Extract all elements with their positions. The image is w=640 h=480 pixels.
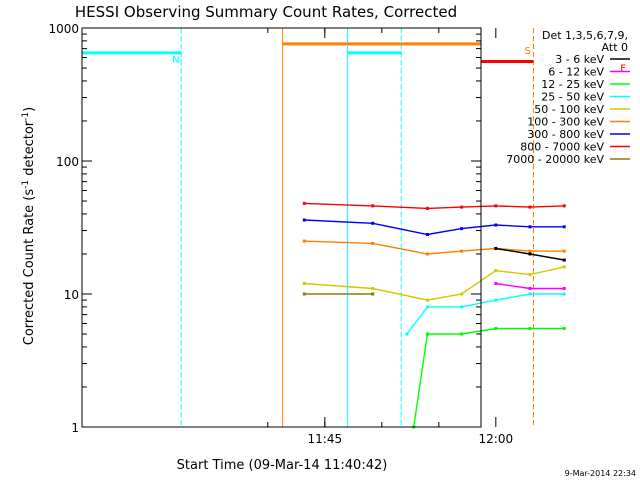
y-axis-label-sup1: -1 — [21, 180, 31, 189]
legend-label-1: 6 - 12 keV — [548, 66, 604, 79]
series-4-segment-0 — [406, 293, 565, 335]
y-axis: 1 10 100 1000 — [48, 22, 481, 435]
y-tick-label-3: 1000 — [48, 22, 79, 36]
flag-bar-label-2: S — [524, 46, 530, 57]
series-3-point-0-1 — [371, 286, 375, 290]
series-5-point-0-5 — [562, 327, 566, 331]
series-0-point-0-2 — [425, 206, 429, 210]
x-axis-label: Start Time (09-Mar-14 11:40:42) — [177, 458, 388, 473]
series-2-point-0-3 — [460, 249, 464, 253]
series-3-point-0-6 — [562, 265, 566, 269]
series-layer — [302, 201, 566, 429]
y-tick-label-1: 10 — [64, 288, 79, 302]
series-4-point-0-3 — [494, 298, 498, 302]
series-2-point-0-6 — [562, 249, 566, 253]
series-1-point-0-0 — [302, 218, 306, 222]
series-2-point-0-2 — [425, 252, 429, 256]
series-3-point-0-0 — [302, 281, 306, 285]
legend-label-5: 100 - 300 keV — [527, 116, 604, 129]
series-8-point-0-0 — [302, 292, 306, 296]
series-6-point-0-2 — [562, 286, 566, 290]
series-5-point-0-1 — [425, 332, 429, 336]
flag-bar-label-3: F — [620, 63, 626, 74]
y-axis-label-sup2: -1 — [21, 112, 31, 121]
series-4-point-0-1 — [425, 305, 429, 309]
series-3-point-0-3 — [460, 292, 464, 296]
series-1-point-0-4 — [494, 223, 498, 227]
vertical-marker-lines — [180, 28, 534, 427]
legend-label-7: 800 - 7000 keV — [520, 141, 604, 154]
series-1-point-0-6 — [562, 225, 566, 229]
y-tick-label-0: 1 — [71, 421, 79, 435]
series-1-point-0-5 — [528, 225, 532, 229]
series-4-point-0-5 — [562, 292, 566, 296]
series-0-segment-0 — [304, 202, 565, 210]
series-5-point-0-3 — [494, 327, 498, 331]
series-7-point-0-2 — [562, 258, 566, 262]
flag-bar-label-0: N — [172, 55, 179, 66]
series-0-point-0-1 — [371, 204, 375, 208]
series-2-point-0-5 — [528, 249, 532, 253]
series-8-point-0-1 — [371, 292, 375, 296]
series-3-point-0-2 — [425, 298, 429, 302]
x-tick-label-1: 12:00 — [479, 432, 514, 446]
y-tick-label-2: 100 — [56, 155, 79, 169]
y-axis-label-part2: detector — [22, 120, 37, 180]
series-7-point-0-0 — [494, 246, 498, 250]
series-7-point-0-1 — [528, 252, 532, 256]
legend-label-2: 12 - 25 keV — [541, 78, 604, 91]
series-0-point-0-5 — [528, 205, 532, 209]
y-axis-label: Corrected Count Rate (s-1 detector-1) — [21, 107, 37, 345]
series-2-point-0-1 — [371, 241, 375, 245]
timestamp: 9-Mar-2014 22:34 — [565, 469, 636, 478]
series-6-point-0-1 — [528, 286, 532, 290]
series-0-point-0-4 — [494, 204, 498, 208]
series-4-point-0-4 — [528, 292, 532, 296]
series-2-point-0-0 — [302, 239, 306, 243]
series-0-point-0-3 — [460, 205, 464, 209]
series-6-point-0-0 — [494, 281, 498, 285]
chart-title: HESSI Observing Summary Count Rates, Cor… — [75, 3, 457, 21]
y-axis-label-part1: Corrected Count Rate (s — [22, 189, 37, 346]
series-1-point-0-2 — [425, 233, 429, 237]
series-5-point-0-2 — [460, 332, 464, 336]
series-5-point-0-4 — [528, 327, 532, 331]
legend-label-6: 300 - 800 keV — [527, 128, 604, 141]
legend-header-1: Det 1,3,5,6,7,9, — [542, 29, 628, 42]
legend-label-3: 25 - 50 keV — [541, 91, 604, 104]
flag-bars: N S F — [82, 42, 626, 74]
plot-frame — [81, 27, 482, 428]
legend-label-4: 50 - 100 keV — [534, 103, 604, 116]
series-1-segment-0 — [304, 219, 565, 236]
x-tick-label-0: 11:45 — [308, 432, 343, 446]
series-1-point-0-1 — [371, 221, 375, 225]
series-0-point-0-0 — [302, 201, 306, 205]
series-4-point-0-2 — [460, 305, 464, 309]
series-1-point-0-3 — [460, 227, 464, 231]
series-2-segment-0 — [304, 240, 565, 255]
y-axis-label-part3: ) — [22, 107, 37, 112]
legend-header-2: Att 0 — [602, 41, 628, 54]
series-4-point-0-0 — [405, 332, 409, 336]
series-0-point-0-6 — [562, 204, 566, 208]
legend-label-0: 3 - 6 keV — [555, 53, 604, 66]
series-3-point-0-5 — [528, 273, 532, 277]
series-5-segment-0 — [413, 327, 565, 428]
legend-label-8: 7000 - 20000 keV — [506, 153, 604, 166]
series-3-point-0-4 — [494, 269, 498, 273]
